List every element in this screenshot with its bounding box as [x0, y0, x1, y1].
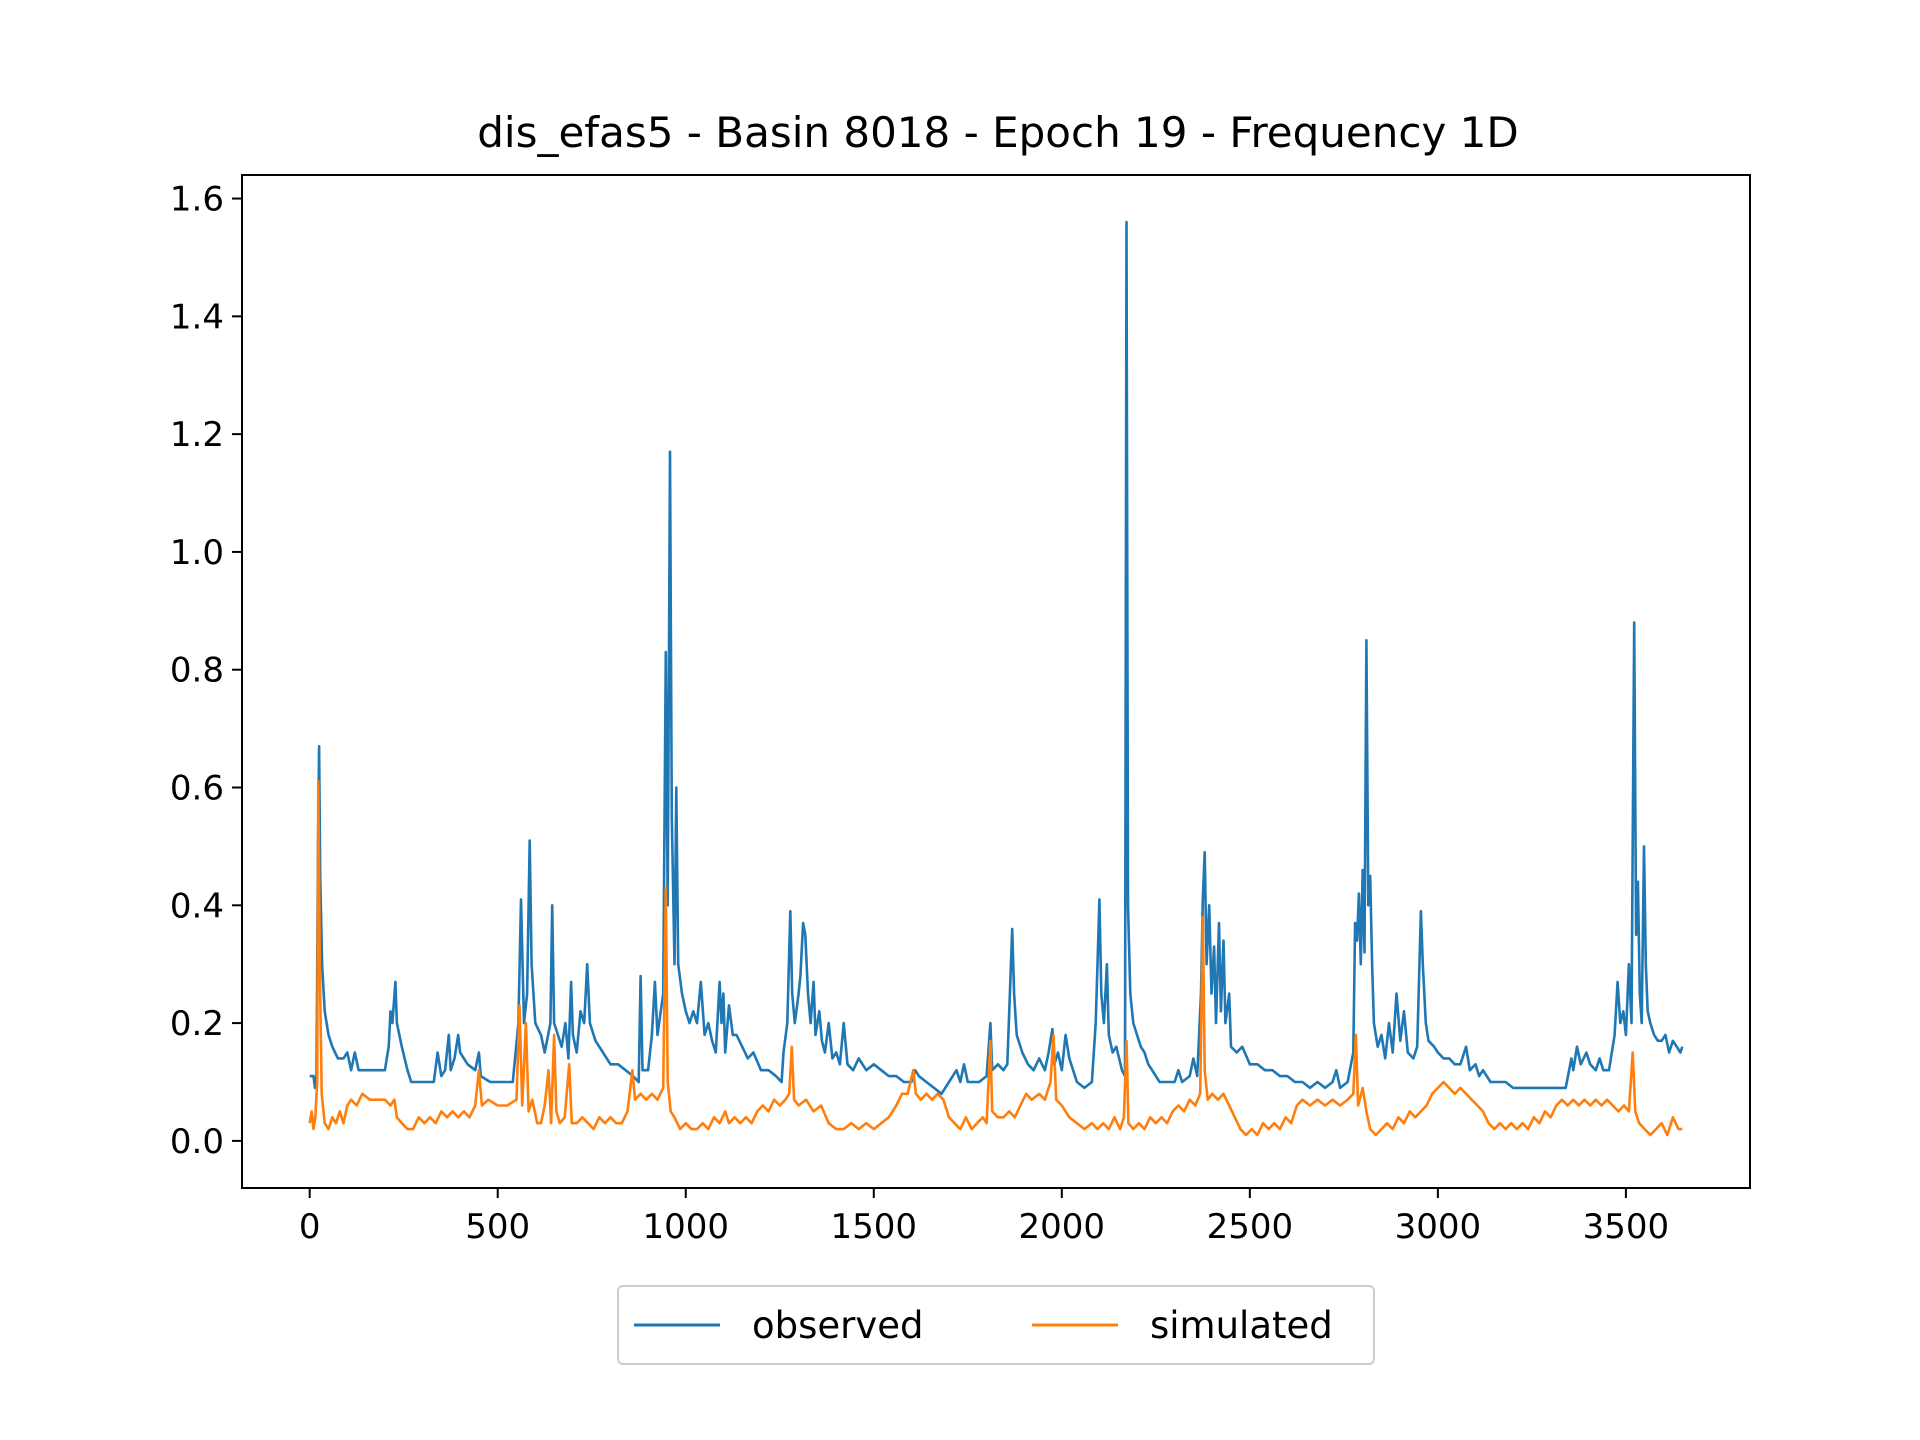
y-tick-label: 1.0	[170, 533, 224, 573]
y-tick-label: 0.8	[170, 651, 224, 691]
y-tick-label: 1.4	[170, 297, 224, 337]
y-tick-label: 0.4	[170, 886, 224, 926]
y-tick-label: 1.2	[170, 415, 224, 455]
legend-label-simulated: simulated	[1150, 1304, 1333, 1347]
y-axis: 0.0 0.2 0.4 0.6 0.8 1.0 1.2 1.4 1.6	[170, 180, 242, 1162]
series-line-observed	[309, 220, 1684, 1096]
legend: observed simulated	[617, 1285, 1375, 1365]
series-line-simulated	[308, 780, 1683, 1137]
chart-title: dis_efas5 - Basin 8018 - Epoch 19 - Freq…	[477, 108, 1519, 157]
y-tick-label: 0.0	[170, 1122, 224, 1162]
y-tick-label: 0.6	[170, 769, 224, 809]
legend-label-observed: observed	[752, 1304, 924, 1347]
plot-frame	[241, 174, 1751, 1189]
y-tick-label: 1.6	[170, 180, 224, 220]
x-tick-label: 0	[299, 1207, 321, 1247]
x-tick-label: 2500	[1207, 1207, 1294, 1247]
x-tick-label: 1500	[831, 1207, 918, 1247]
x-tick-label: 500	[465, 1207, 530, 1247]
x-tick-label: 3500	[1583, 1207, 1670, 1247]
y-tick-label: 0.2	[170, 1004, 224, 1044]
series-layer	[308, 220, 1684, 1137]
x-axis: 0 500 1000 1500 2000 2500 3000 3500	[299, 1188, 1669, 1247]
legend-frame	[617, 1285, 1375, 1365]
x-tick-label: 2000	[1019, 1207, 1106, 1247]
x-tick-label: 3000	[1395, 1207, 1482, 1247]
x-tick-label: 1000	[642, 1207, 729, 1247]
